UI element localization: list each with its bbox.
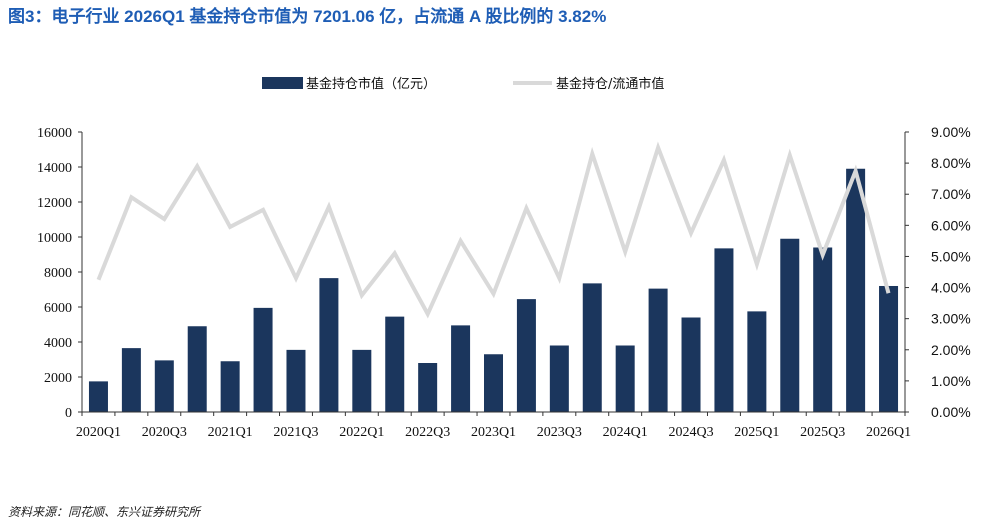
- right-tick-label: 9.00%: [931, 124, 971, 140]
- bar: [220, 361, 240, 412]
- bar: [714, 248, 734, 412]
- bar: [418, 363, 438, 412]
- left-tick-label: 12000: [37, 196, 72, 211]
- bar: [648, 288, 668, 412]
- left-tick-label: 6000: [44, 301, 72, 316]
- right-tick-label: 8.00%: [931, 155, 971, 171]
- bar: [813, 247, 833, 412]
- x-tick-label: 2024Q3: [668, 425, 713, 440]
- right-tick-label: 1.00%: [931, 373, 971, 389]
- left-tick-label: 4000: [44, 336, 72, 351]
- x-tick-label: 2023Q3: [537, 425, 582, 440]
- bar: [846, 168, 866, 412]
- legend: 基金持仓市值（亿元） 基金持仓/流通市值: [262, 76, 664, 92]
- bar: [451, 325, 471, 412]
- line-series: [96, 141, 891, 319]
- bar: [780, 238, 800, 412]
- right-tick-label: 0.00%: [931, 404, 971, 420]
- right-tick-label: 4.00%: [931, 280, 971, 296]
- left-tick-label: 14000: [37, 161, 72, 176]
- left-tick-label: 0: [65, 406, 72, 421]
- bar: [319, 278, 339, 412]
- right-tick-label: 6.00%: [931, 217, 971, 233]
- bar: [352, 349, 372, 412]
- legend-bar-swatch: [262, 77, 303, 89]
- left-tick-label: 2000: [44, 371, 72, 386]
- x-tick-label: 2025Q3: [800, 425, 845, 440]
- x-tick-label: 2020Q3: [142, 425, 187, 440]
- left-tick-label: 16000: [37, 126, 72, 141]
- bar: [121, 348, 141, 412]
- x-tick-label: 2021Q1: [208, 425, 253, 440]
- chart-title: 图3：电子行业 2026Q1 基金持仓市值为 7201.06 亿，占流通 A 股…: [8, 7, 607, 26]
- bar-series: [88, 168, 899, 412]
- bar: [484, 354, 503, 412]
- x-tick-label: 2023Q1: [471, 425, 516, 440]
- legend-label-line: 基金持仓/流通市值: [556, 76, 664, 92]
- source-note: 资料来源：同花顺、东兴证券研究所: [8, 505, 201, 519]
- bar: [549, 345, 569, 412]
- x-tick-label: 2026Q1: [866, 425, 911, 440]
- right-tick-label: 5.00%: [931, 248, 971, 264]
- bar: [286, 349, 306, 412]
- left-tick-label: 10000: [37, 231, 72, 246]
- bar: [385, 316, 405, 412]
- x-tick-label: 2025Q1: [734, 425, 779, 440]
- bar: [582, 283, 602, 412]
- bar: [253, 307, 273, 412]
- left-tick-label: 8000: [44, 266, 72, 281]
- ratio-line: [96, 141, 891, 319]
- right-axis: 0.00% 1.00% 2.00% 3.00% 4.00% 5.00% 6.00% 7.00%…: [904, 124, 971, 420]
- right-tick-label: 7.00%: [931, 186, 971, 202]
- left-axis: 0 2000 4000 6000 8000 10000 12000 14000 16000: [37, 126, 83, 421]
- bar: [154, 360, 174, 412]
- right-tick-label: 2.00%: [931, 342, 971, 358]
- x-tick-label: 2024Q1: [603, 425, 648, 440]
- bar: [879, 285, 899, 412]
- x-tick-label: 2021Q3: [273, 425, 318, 440]
- x-tick-label: 2022Q3: [405, 425, 450, 440]
- x-axis: 2020Q1 2020Q3 2021Q1 2021Q3 2022Q1 2022Q3 2023…: [76, 411, 911, 440]
- right-tick-label: 3.00%: [931, 311, 971, 327]
- bar: [747, 311, 767, 412]
- legend-label-bars: 基金持仓市值（亿元）: [306, 76, 436, 92]
- bar: [187, 326, 207, 412]
- x-tick-label: 2020Q1: [76, 425, 121, 440]
- bar: [88, 381, 108, 412]
- bar: [516, 299, 536, 412]
- bar: [681, 317, 701, 412]
- x-tick-label: 2022Q1: [339, 425, 384, 440]
- bar: [615, 345, 635, 412]
